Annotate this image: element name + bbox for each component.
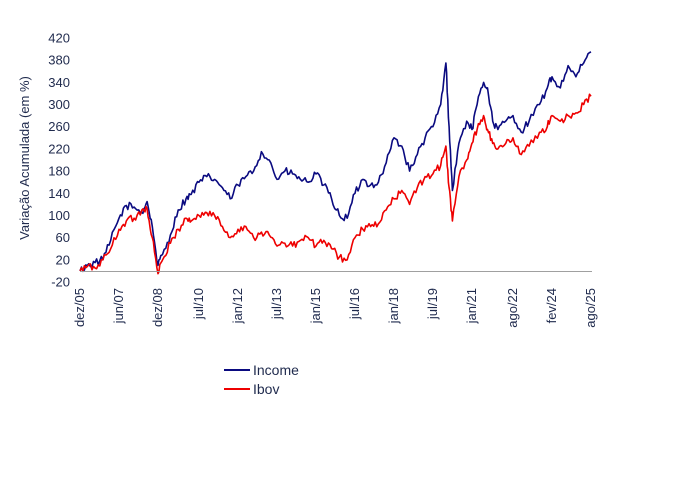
y-tick-label: 420	[48, 31, 70, 46]
legend-swatch-ibov	[224, 387, 250, 390]
x-tick-label: jan/15	[308, 288, 323, 324]
x-tick-label: jan/12	[230, 288, 245, 324]
x-tick-label: jul/19	[425, 288, 440, 320]
x-tick-label: jun/07	[111, 288, 126, 324]
y-tick-label: 340	[48, 75, 70, 90]
y-tick-label: 220	[48, 141, 70, 156]
x-tick-label: jul/16	[347, 288, 362, 320]
series-line-ibov	[79, 93, 592, 275]
x-tick-label: fev/24	[544, 288, 559, 323]
legend-item-ibov: Ibov	[224, 379, 299, 398]
x-tick-label: jan/18	[386, 288, 401, 324]
y-tick-label: 260	[48, 119, 70, 134]
y-tick-label: 100	[48, 208, 70, 223]
y-tick-label: 60	[56, 230, 70, 245]
y-tick-label: 380	[48, 53, 70, 68]
y-tick-label: 180	[48, 164, 70, 179]
x-tick-label: ago/22	[505, 288, 520, 328]
x-tick-label: dez/08	[150, 288, 165, 327]
y-tick-label: -20	[51, 275, 70, 290]
x-tick-label: dez/05	[72, 288, 87, 327]
x-tick-label: ago/25	[583, 288, 598, 328]
legend-swatch-income	[224, 368, 250, 371]
legend-label-ibov: Ibov	[253, 380, 280, 397]
x-tick-label: jul/13	[269, 288, 284, 320]
series-line-income	[79, 51, 592, 273]
x-tick-label: jan/21	[464, 288, 479, 324]
y-tick-label: 140	[48, 186, 70, 201]
y-tick-label: 300	[48, 97, 70, 112]
y-axis-label: Variação Acumulada (em %)	[17, 76, 32, 240]
legend: Income Ibov	[224, 360, 299, 398]
x-tick-label: jul/10	[191, 288, 206, 320]
legend-item-income: Income	[224, 360, 299, 379]
y-tick-label: 20	[56, 252, 70, 267]
legend-label-income: Income	[253, 361, 299, 378]
